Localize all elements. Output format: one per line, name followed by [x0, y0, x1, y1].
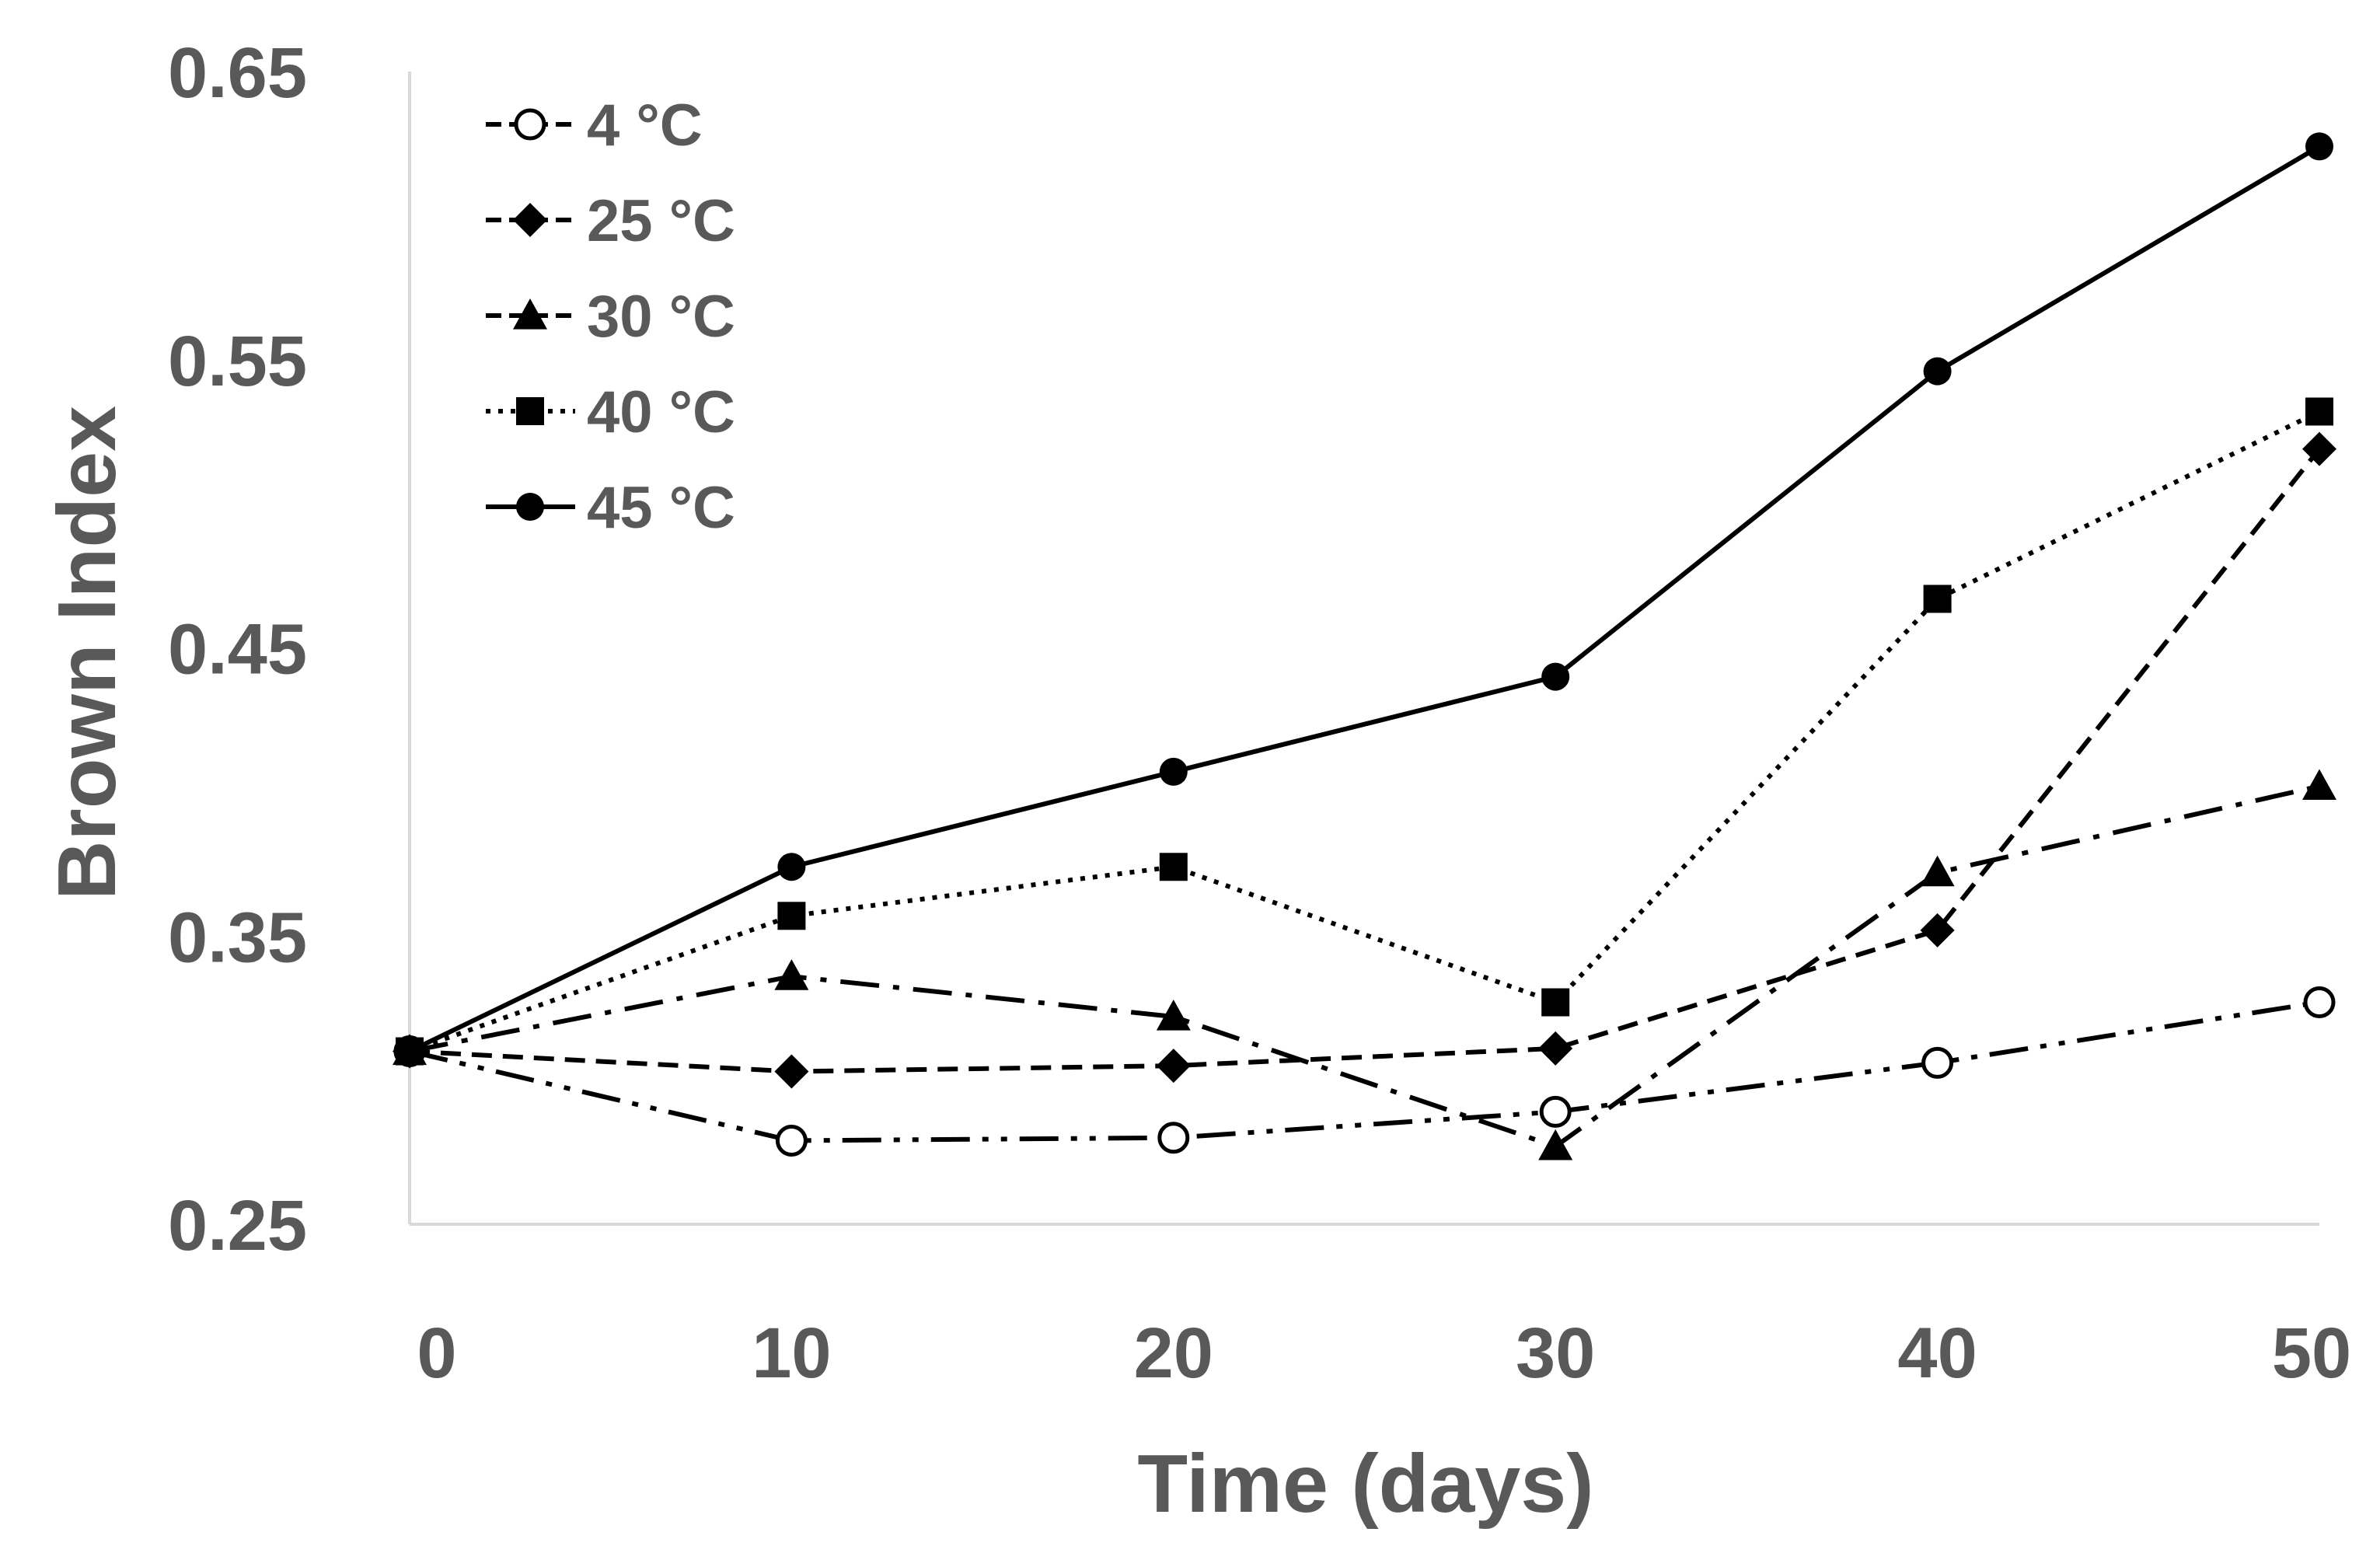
- legend-marker: [513, 203, 547, 237]
- x-tick-label: 40: [1897, 1314, 1977, 1393]
- data-point: [774, 1054, 809, 1089]
- legend-entry: 25 °C: [486, 188, 735, 254]
- data-point: [2302, 431, 2336, 466]
- legend-entry: 4 °C: [486, 92, 703, 159]
- series-1: [393, 986, 2336, 1157]
- data-point: [774, 959, 809, 990]
- x-tick-label: 10: [752, 1314, 831, 1393]
- y-tick-label: 0.55: [168, 322, 307, 401]
- y-tick-label: 0.65: [168, 33, 307, 113]
- data-point: [2302, 769, 2336, 801]
- x-axis-title: Time (days): [1137, 1438, 1593, 1530]
- series-line: [409, 783, 2320, 1149]
- y-tick-label: 0.45: [168, 610, 307, 689]
- data-point: [1539, 1095, 1572, 1128]
- data-point: [1538, 1031, 1573, 1066]
- series-5: [396, 132, 2333, 1066]
- data-point: [396, 1037, 424, 1066]
- y-tick-label: 0.35: [168, 898, 307, 977]
- data-point: [1923, 585, 1952, 613]
- series-3: [393, 769, 2336, 1160]
- data-point: [1159, 757, 1188, 786]
- tick-labels: 0.65 0.55 0.45 0.35 0.25 0 10 20 30 40 50: [168, 33, 2351, 1393]
- data-point: [1920, 913, 1955, 947]
- data-point: [777, 853, 806, 881]
- series-line: [409, 447, 2322, 1074]
- data-point: [775, 1124, 808, 1157]
- y-axis-title: Brown Index: [41, 406, 133, 900]
- data-point: [1923, 357, 1952, 386]
- data-point: [2303, 986, 2336, 1019]
- legend-entry: 40 °C: [486, 379, 735, 445]
- axes: [408, 72, 2319, 1226]
- x-tick-label: 50: [2272, 1314, 2351, 1393]
- data-point: [1541, 988, 1570, 1017]
- legend-marker: [513, 298, 547, 330]
- legend-label: 4 °C: [587, 92, 703, 159]
- data-point: [1159, 853, 1188, 881]
- legend: 4 °C 25 °C 30 °C 40 °C 45 °C: [486, 92, 735, 541]
- legend-label: 40 °C: [587, 379, 735, 445]
- data-point: [777, 902, 806, 930]
- series-line: [408, 144, 2321, 1054]
- data-point: [1156, 1049, 1191, 1084]
- data-point: [1920, 855, 1955, 887]
- legend-entry: 45 °C: [486, 475, 735, 541]
- series: [393, 132, 2336, 1160]
- data-point: [1541, 662, 1570, 691]
- data-point: [2305, 132, 2333, 161]
- x-tick-label: 30: [1516, 1314, 1595, 1393]
- data-point: [1921, 1046, 1954, 1079]
- legend-entry: 30 °C: [486, 284, 735, 350]
- legend-label: 30 °C: [587, 284, 735, 350]
- x-tick-label: 20: [1134, 1314, 1213, 1393]
- y-tick-label: 0.25: [168, 1186, 307, 1265]
- series-line: [408, 409, 2321, 1054]
- legend-marker: [516, 493, 544, 521]
- legend-marker: [516, 397, 544, 425]
- series-line: [409, 1000, 2320, 1143]
- x-tick-label: 0: [417, 1314, 456, 1393]
- data-point: [1538, 1129, 1573, 1160]
- data-point: [2305, 397, 2333, 426]
- data-point: [1156, 1000, 1191, 1031]
- legend-marker: [514, 108, 546, 141]
- legend-label: 25 °C: [587, 188, 735, 254]
- data-point: [1157, 1122, 1190, 1154]
- legend-label: 45 °C: [587, 475, 735, 541]
